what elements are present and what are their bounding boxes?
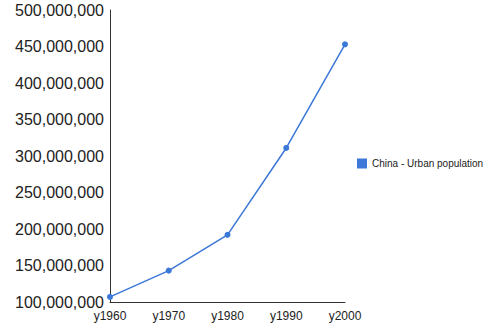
svg-text:300,000,000: 300,000,000 bbox=[15, 148, 104, 165]
svg-text:350,000,000: 350,000,000 bbox=[15, 111, 104, 128]
svg-text:China - Urban population: China - Urban population bbox=[372, 158, 483, 169]
svg-text:200,000,000: 200,000,000 bbox=[15, 221, 104, 238]
svg-text:y1980: y1980 bbox=[211, 309, 244, 323]
svg-text:150,000,000: 150,000,000 bbox=[15, 257, 104, 274]
svg-text:y2000: y2000 bbox=[329, 309, 362, 323]
svg-text:400,000,000: 400,000,000 bbox=[15, 75, 104, 92]
svg-text:100,000,000: 100,000,000 bbox=[15, 294, 104, 311]
svg-text:450,000,000: 450,000,000 bbox=[15, 38, 104, 55]
svg-text:250,000,000: 250,000,000 bbox=[15, 184, 104, 201]
svg-text:y1990: y1990 bbox=[270, 309, 303, 323]
svg-text:y1970: y1970 bbox=[152, 309, 185, 323]
svg-text:y1960: y1960 bbox=[94, 309, 127, 323]
svg-text:500,000,000: 500,000,000 bbox=[15, 2, 104, 19]
